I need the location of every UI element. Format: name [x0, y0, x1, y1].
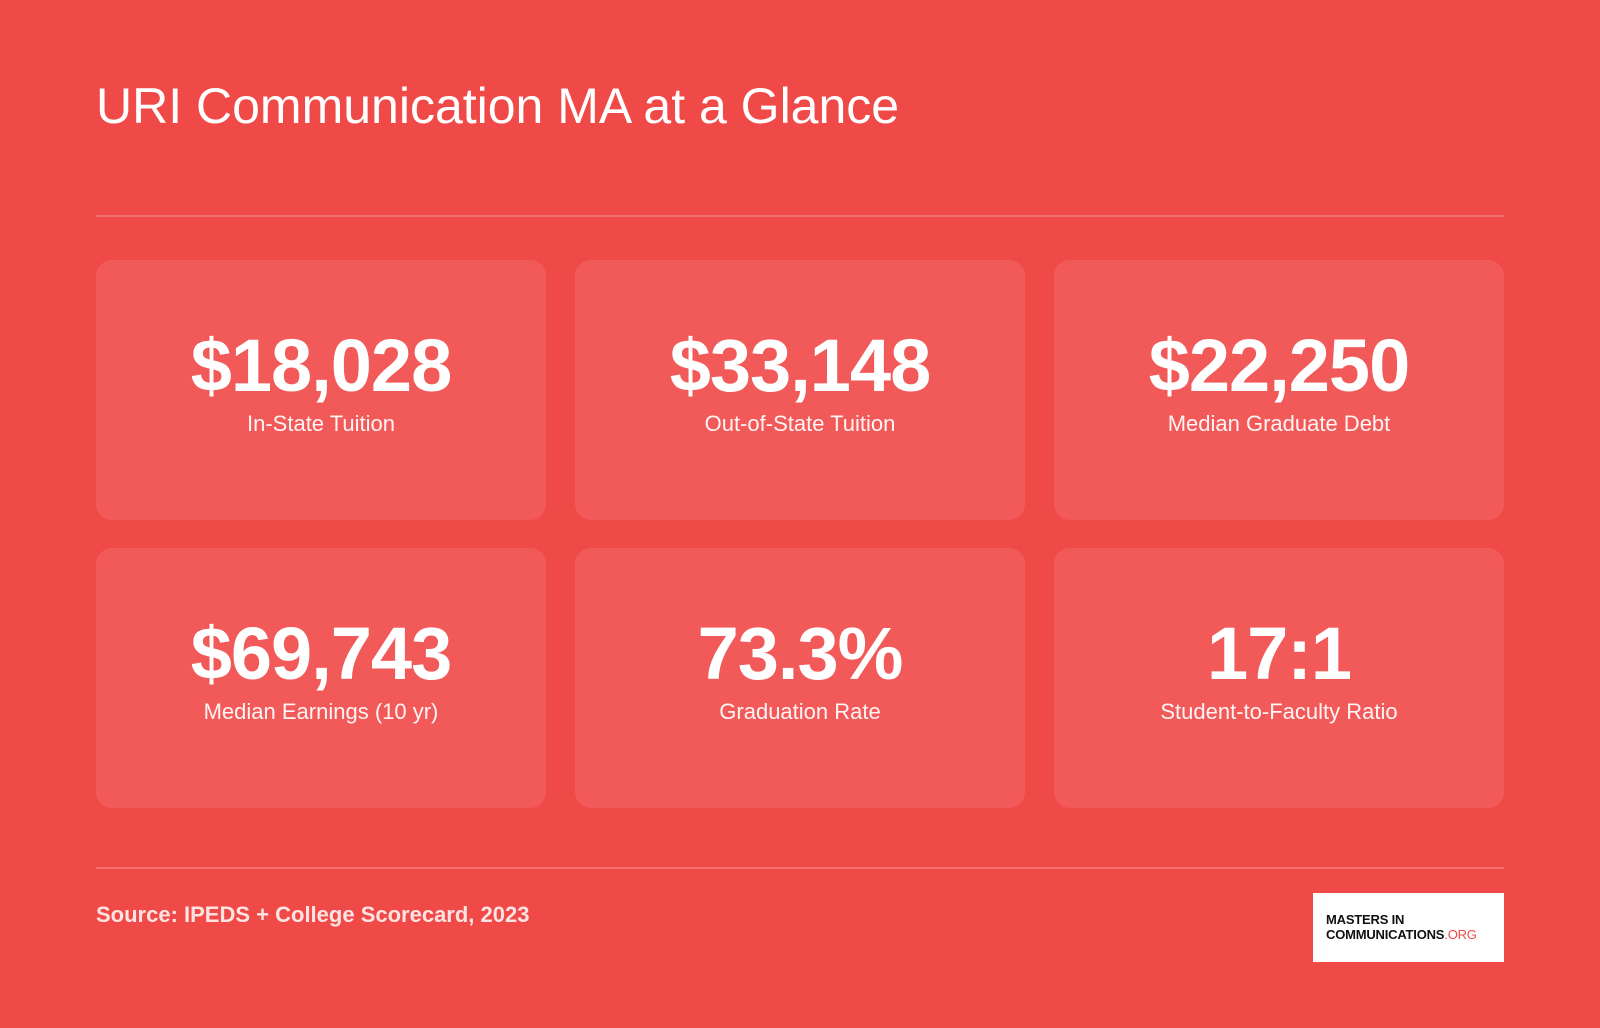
mastersincommunications-logo: MASTERS IN COMMUNICATIONS.ORG — [1313, 893, 1504, 962]
top-divider — [96, 215, 1504, 217]
logo-line-1: MASTERS IN — [1326, 912, 1405, 927]
stat-card-median-graduate-debt: $22,250 Median Graduate Debt — [1054, 260, 1504, 520]
stat-value: $22,250 — [1148, 324, 1410, 407]
stat-label: Out-of-State Tuition — [704, 411, 896, 436]
stat-value: 73.3% — [697, 612, 904, 695]
stat-label: In-State Tuition — [247, 411, 395, 436]
logo-suffix: .ORG — [1444, 927, 1477, 942]
stat-card-graduation-rate: 73.3% Graduation Rate — [575, 548, 1025, 808]
stat-label: Median Earnings (10 yr) — [203, 699, 439, 724]
logo-line-2: COMMUNICATIONS.ORG — [1326, 927, 1504, 942]
stat-label: Student-to-Faculty Ratio — [1160, 699, 1398, 724]
stat-value: $18,028 — [190, 324, 452, 407]
stat-card-median-earnings: $69,743 Median Earnings (10 yr) — [96, 548, 546, 808]
stat-card-out-of-state-tuition: $33,148 Out-of-State Tuition — [575, 260, 1025, 520]
stat-label: Median Graduate Debt — [1167, 411, 1391, 436]
stat-value: 17:1 — [1206, 612, 1352, 695]
stat-label: Graduation Rate — [719, 699, 881, 724]
page-title: URI Communication MA at a Glance — [96, 78, 900, 134]
logo-wordmark: COMMUNICATIONS — [1326, 927, 1445, 942]
stat-card-in-state-tuition: $18,028 In-State Tuition — [96, 260, 546, 520]
bottom-divider — [96, 867, 1504, 869]
source-note: Source: IPEDS + College Scorecard, 2023 — [96, 902, 530, 927]
stat-value: $69,743 — [190, 612, 452, 695]
stat-value: $33,148 — [669, 324, 931, 407]
stats-grid: $18,028 In-State Tuition $33,148 Out-of-… — [96, 260, 1504, 808]
stat-card-student-faculty-ratio: 17:1 Student-to-Faculty Ratio — [1054, 548, 1504, 808]
